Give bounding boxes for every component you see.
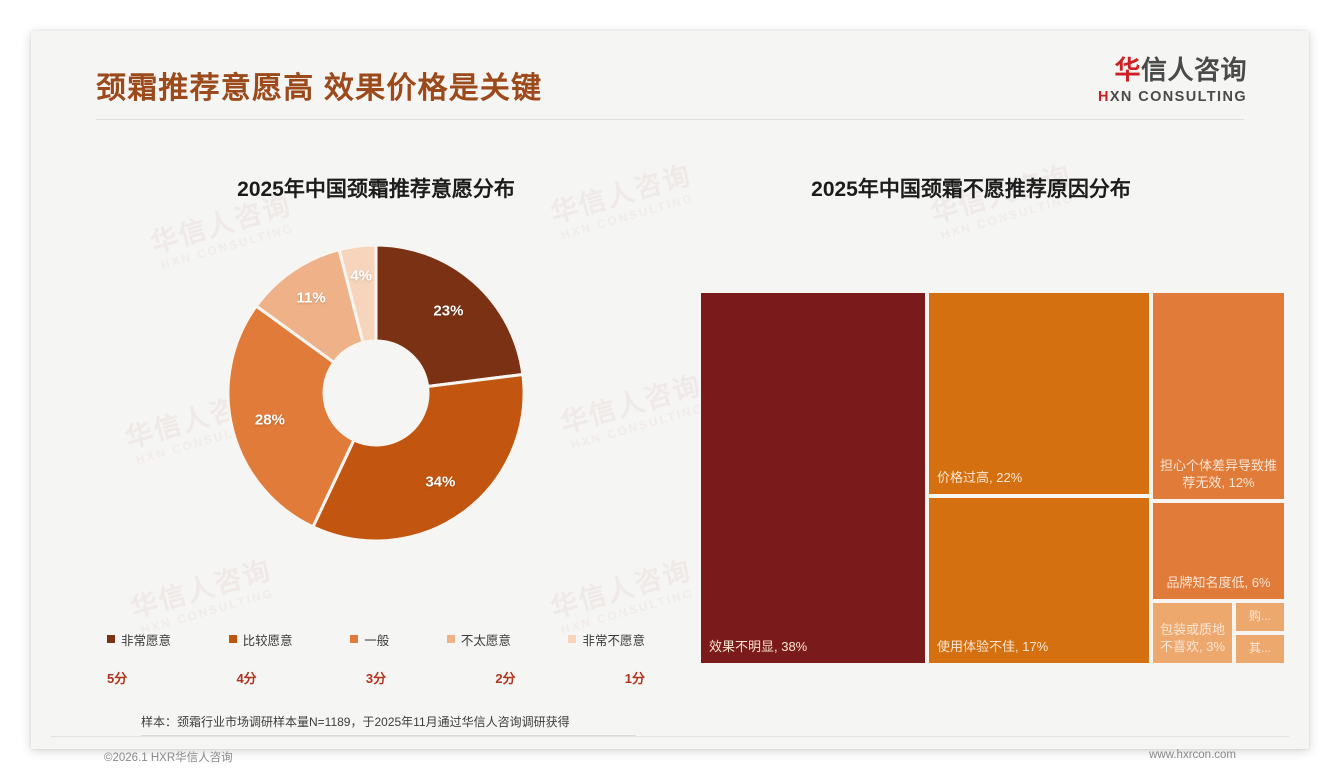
donut-slice[interactable] <box>254 247 365 365</box>
panel-recommendation-willingness: 2025年中国颈霜推荐意愿分布 23% 34% 28% 11% 4% 非常愿意 比… <box>91 173 661 686</box>
treemap-tile-label: 效果不明显, 38% <box>709 639 808 655</box>
donut-label-4: 4% <box>350 267 372 285</box>
logo-chinese-accent: 华 <box>1114 55 1141 85</box>
legend-item[interactable]: 一般 <box>350 630 389 649</box>
donut-label-3: 11% <box>296 289 326 307</box>
legend-item[interactable]: 非常愿意 <box>107 630 171 649</box>
treemap-tile-label: 其... <box>1248 641 1271 656</box>
legend-label: 非常不愿意 <box>582 633 645 648</box>
logo-chinese: 华信人咨询 <box>1098 57 1247 83</box>
footer-divider <box>51 736 1289 737</box>
donut-slice[interactable] <box>310 372 526 543</box>
treemap-tile-label: 品牌知名度低, 6% <box>1166 575 1271 591</box>
legend-swatch-icon <box>350 635 359 643</box>
footer-website: www.hxrcon.com <box>1149 749 1236 761</box>
left-chart-title: 2025年中国颈霜推荐意愿分布 <box>237 178 515 201</box>
score-label: 3分 <box>365 671 387 686</box>
footnote: 样本：颈霜行业市场调研样本量N=1189，于2025年11月通过华信人咨询调研获… <box>141 713 1201 736</box>
treemap-tile-label: 使用体验不佳, 17% <box>937 639 1049 655</box>
legend-swatch-icon <box>568 635 577 643</box>
donut-label-0: 23% <box>433 302 464 320</box>
donut-slice[interactable] <box>337 243 378 345</box>
treemap-tile-label: 价格过高, 22% <box>937 470 1023 486</box>
logo-english: HXN CONSULTING <box>1098 90 1247 105</box>
panel-refusal-reasons: 2025年中国颈霜不愿推荐原因分布 效果不明显, 38% 价格过高, 22% 使用体… <box>691 173 1286 673</box>
treemap-tile[interactable]: 使用体验不佳, 17% <box>927 496 1151 665</box>
treemap-tile-label: 担心个体差异导致推荐无效, 12% <box>1159 458 1277 491</box>
legend-label: 一般 <box>364 633 390 648</box>
logo-english-rest: XN CONSULTING <box>1109 89 1247 105</box>
slide-header: 颈霜推荐意愿高 效果价格是关键 华信人咨询 HXN CONSULTING <box>31 31 1309 126</box>
donut-legend: 非常愿意 比较愿意 一般 不太愿意 非常不愿意 <box>99 628 653 650</box>
legend-label: 比较愿意 <box>242 633 293 648</box>
donut-slice[interactable] <box>226 303 356 529</box>
score-label: 2分 <box>495 671 516 686</box>
treemap-tile[interactable]: 担心个体差异导致推荐无效, 12% <box>1151 291 1286 501</box>
treemap-tile[interactable]: 购... <box>1234 601 1286 633</box>
treemap-tile[interactable]: 价格过高, 22% <box>927 291 1151 496</box>
donut-chart: 23% 34% 28% 11% 4% <box>91 228 661 598</box>
score-label: 1分 <box>624 671 645 686</box>
treemap-tile[interactable]: 品牌知名度低, 6% <box>1151 501 1286 601</box>
treemap-tile-label: 购... <box>1248 609 1271 624</box>
brand-logo: 华信人咨询 HXN CONSULTING <box>1098 57 1247 105</box>
donut-label-1: 34% <box>425 473 456 491</box>
footnote-divider <box>141 735 636 736</box>
donut-chart-svg <box>226 243 526 543</box>
logo-english-accent: H <box>1097 89 1110 105</box>
score-label: 4分 <box>236 671 257 686</box>
donut-slice[interactable] <box>374 243 525 389</box>
treemap-tile[interactable]: 效果不明显, 38% <box>699 291 927 665</box>
footer-copyright: ©2026.1 HXR华信人咨询 <box>104 752 233 764</box>
logo-chinese-rest: 信人咨询 <box>1140 55 1247 85</box>
right-chart-title: 2025年中国颈霜不愿推荐原因分布 <box>811 178 1131 201</box>
legend-label: 不太愿意 <box>460 633 511 648</box>
title-divider <box>96 119 1244 120</box>
donut-label-2: 28% <box>254 411 285 429</box>
score-label: 5分 <box>107 671 128 686</box>
legend-swatch-icon <box>446 635 455 643</box>
treemap-tile-label: 包装或质地不喜欢, 3% <box>1159 622 1225 655</box>
treemap-chart: 效果不明显, 38% 价格过高, 22% 使用体验不佳, 17% 担心个体差异导致推荐… <box>699 291 1286 665</box>
legend-swatch-icon <box>107 635 115 643</box>
score-scale-row: 5分 4分 3分 2分 1分 <box>99 668 653 687</box>
legend-item[interactable]: 非常不愿意 <box>568 630 645 649</box>
treemap-tile[interactable]: 包装或质地不喜欢, 3% <box>1151 601 1234 665</box>
legend-swatch-icon <box>228 635 237 643</box>
treemap-tile[interactable]: 其... <box>1234 633 1286 665</box>
legend-label: 非常愿意 <box>121 633 172 648</box>
slide-footer: ©2026.1 HXR华信人咨询 www.hxrcon.com <box>31 736 1309 782</box>
legend-item[interactable]: 不太愿意 <box>446 630 511 649</box>
page-title: 颈霜推荐意愿高 效果价格是关键 <box>96 72 543 105</box>
slide-card: 华信人咨询 HXN CONSULTING 华信人咨询 HXN CONSULTIN… <box>31 31 1309 764</box>
legend-item[interactable]: 比较愿意 <box>228 630 293 649</box>
footnote-text: 样本：颈霜行业市场调研样本量N=1189，于2025年11月通过华信人咨询调研获… <box>141 715 570 729</box>
